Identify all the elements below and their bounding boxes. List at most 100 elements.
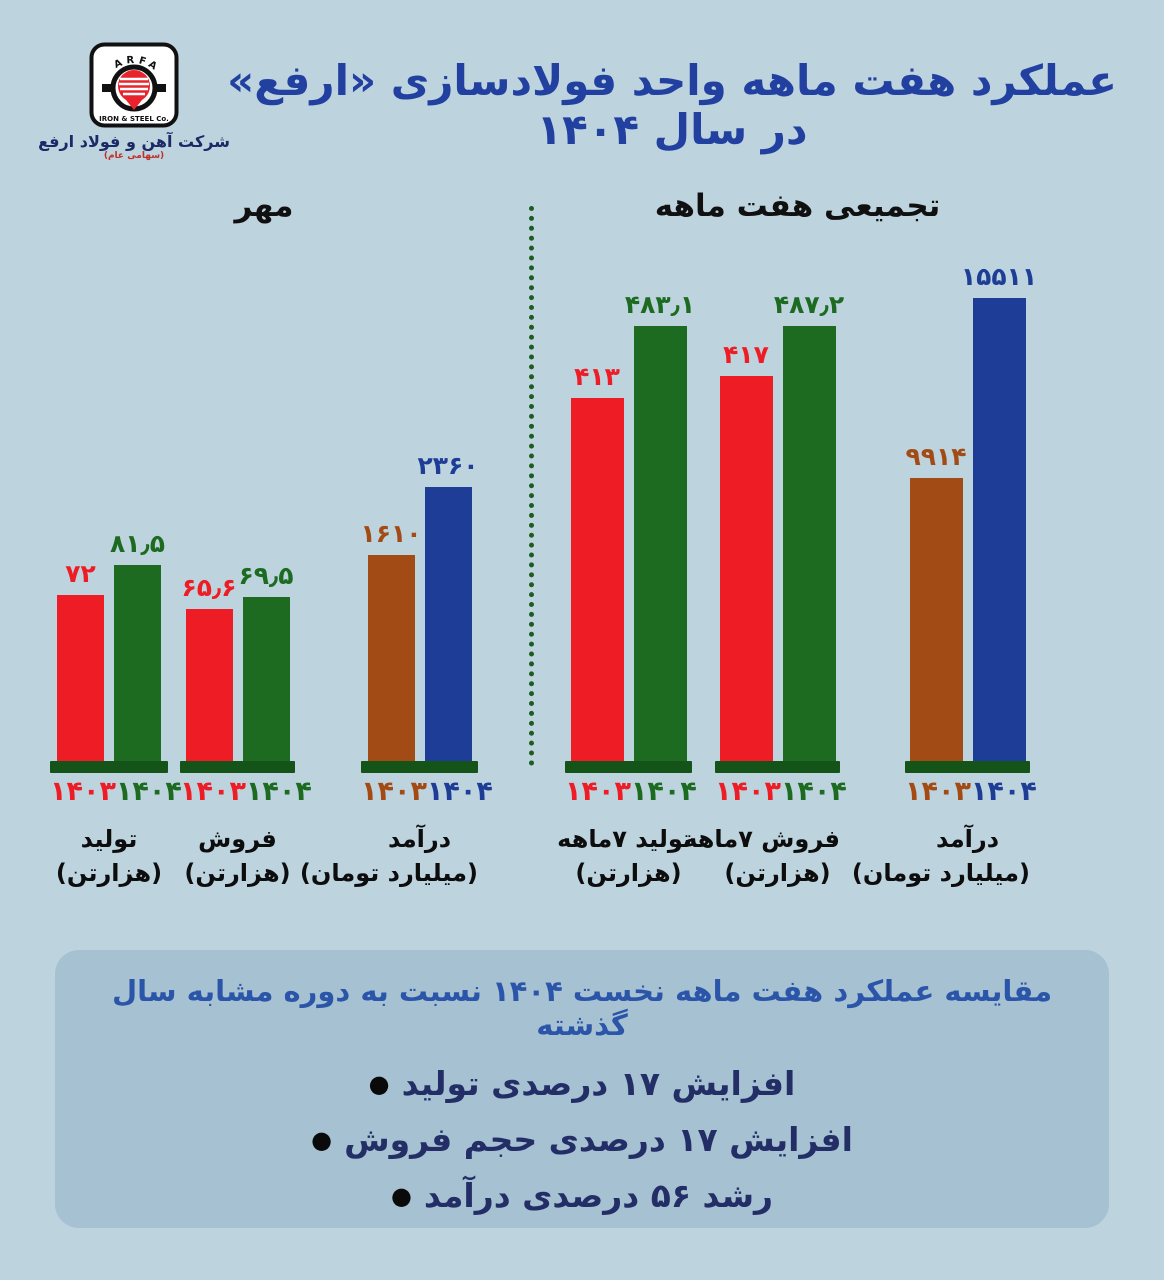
year-label-۱۴۰۳: ۱۴۰۳	[905, 776, 971, 807]
bar-۱۴۰۳	[719, 376, 773, 761]
bar-value-label: ۴۱۷	[723, 340, 769, 369]
arfa-logo-icon: ARFA IRON & STEEL Co.	[89, 42, 179, 128]
section-divider	[529, 206, 534, 766]
section-title-cumulative: تجمیعی هفت ماهه	[654, 188, 941, 224]
year-label-۱۴۰۳: ۱۴۰۳	[361, 776, 427, 807]
bar-column-۱۴۰۳: ۱۶۱۰	[360, 519, 422, 761]
baseline-pedestal	[905, 761, 1030, 773]
category-unit: (میلیارد تومان)	[299, 858, 478, 887]
summary-bullet-revenue: ● رشد ۵۶ درصدی درآمد	[55, 1176, 1109, 1215]
bar-۱۴۰۳	[185, 609, 233, 761]
bar-۱۴۰۴	[242, 597, 290, 761]
bar-value-label: ۶۵٫۶	[181, 573, 237, 602]
bar-column-۱۴۰۳: ۹۹۱۴	[905, 442, 967, 761]
year-label-۱۴۰۴: ۱۴۰۴	[630, 776, 697, 807]
category-label: درآمد (میلیارد تومان)	[300, 823, 478, 890]
bar-۱۴۰۳	[570, 398, 624, 761]
year-labels: ۱۴۰۳ ۱۴۰۴	[715, 776, 847, 807]
category-unit: (هزارتن)	[575, 858, 682, 887]
summary-bullet-production: ● افزایش ۱۷ درصدی تولید	[55, 1064, 1109, 1103]
bar-value-label: ۱۵۵۱۱	[960, 262, 1038, 291]
baseline-pedestal	[50, 761, 168, 773]
bar-column-۱۴۰۳: ۴۱۳	[570, 362, 624, 761]
bar-column-۱۴۰۴: ۴۸۳٫۱	[625, 290, 695, 761]
category-name: فروش	[198, 825, 277, 853]
baseline-pedestal	[565, 761, 692, 773]
bar-value-label: ۲۳۶۰	[417, 451, 479, 480]
bar-۱۴۰۳	[367, 555, 415, 761]
bar-column-۱۴۰۴: ۱۵۵۱۱	[961, 262, 1037, 761]
bar-۱۴۰۳	[57, 595, 104, 761]
bars-area: ۶۵٫۶ ۶۹٫۵	[180, 240, 295, 761]
bars-area: ۴۱۷ ۴۸۷٫۲	[715, 240, 844, 761]
bar-value-label: ۴۱۳	[574, 362, 620, 391]
category-name: فروش ۷ماهه	[683, 825, 840, 853]
year-label-۱۴۰۳: ۱۴۰۳	[180, 776, 246, 807]
bars-area: ۷۲ ۸۱٫۵	[50, 240, 168, 761]
year-labels: ۱۴۰۳ ۱۴۰۴	[180, 776, 312, 807]
bullet-text: افزایش ۱۷ درصدی حجم فروش	[344, 1120, 853, 1159]
bar-group-cum-production: ۴۱۳ ۴۸۳٫۱ ۱۴۰۳ ۱۴۰۴ تولید ۷ماهه (هزارتن)	[557, 240, 697, 890]
category-name: درآمد	[387, 825, 452, 853]
bar-column-۱۴۰۴: ۲۳۶۰	[417, 451, 479, 761]
company-logo-block: ARFA IRON & STEEL Co. شرکت آهن و فولاد ا…	[34, 42, 234, 161]
bar-۱۴۰۴	[782, 326, 836, 761]
category-name: تولید	[80, 825, 138, 853]
bar-value-label: ۴۸۳٫۱	[624, 290, 696, 319]
category-unit: (میلیارد تومان)	[851, 858, 1030, 887]
bullet-dot-icon: ●	[311, 1125, 333, 1154]
year-label-۱۴۰۴: ۱۴۰۴	[426, 776, 493, 807]
bar-column-۱۴۰۴: ۶۹٫۵	[238, 561, 294, 761]
company-name: شرکت آهن و فولاد ارفع	[38, 132, 230, 151]
year-label-۱۴۰۴: ۱۴۰۴	[970, 776, 1037, 807]
category-name: درآمد	[935, 825, 1000, 853]
year-label-۱۴۰۴: ۱۴۰۴	[245, 776, 312, 807]
category-unit: (هزارتن)	[55, 858, 163, 887]
year-label-۱۴۰۳: ۱۴۰۳	[715, 776, 781, 807]
summary-bullet-sales: ● افزایش ۱۷ درصدی حجم فروش	[55, 1120, 1109, 1159]
category-label: فروش (هزارتن)	[180, 823, 295, 890]
page-title: عملکرد هفت ماهه واحد فولادسازی «ارفع» در…	[227, 56, 1117, 154]
bar-value-label: ۱۶۱۰	[360, 519, 422, 548]
year-labels: ۱۴۰۳ ۱۴۰۴	[361, 776, 493, 807]
bar-group-mehr-production: ۷۲ ۸۱٫۵ ۱۴۰۳ ۱۴۰۴ تولید (هزارتن)	[50, 240, 182, 890]
bar-group-cum-revenue: ۹۹۱۴ ۱۵۵۱۱ ۱۴۰۳ ۱۴۰۴ درآمد (میلیارد تومان)	[852, 240, 1037, 890]
bar-۱۴۰۴	[633, 326, 687, 761]
bar-group-mehr-revenue: ۱۶۱۰ ۲۳۶۰ ۱۴۰۳ ۱۴۰۴ درآمد (میلیارد تومان)	[300, 240, 493, 890]
year-labels: ۱۴۰۳ ۱۴۰۴	[565, 776, 697, 807]
year-label-۱۴۰۴: ۱۴۰۴	[115, 776, 182, 807]
baseline-pedestal	[715, 761, 840, 773]
bar-value-label: ۹۹۱۴	[905, 442, 967, 471]
bar-value-label: ۸۱٫۵	[109, 529, 166, 558]
year-label-۱۴۰۳: ۱۴۰۳	[565, 776, 631, 807]
category-name: تولید ۷ماهه	[557, 825, 692, 853]
category-label: فروش ۷ماهه (هزارتن)	[683, 823, 840, 890]
bar-column-۱۴۰۳: ۴۱۷	[719, 340, 773, 761]
category-label: درآمد (میلیارد تومان)	[852, 823, 1030, 890]
bullet-dot-icon: ●	[390, 1181, 412, 1210]
summary-bullet-list: ● افزایش ۱۷ درصدی تولید ● افزایش ۱۷ درصد…	[55, 1064, 1109, 1215]
year-label-۱۴۰۴: ۱۴۰۴	[780, 776, 847, 807]
bar-value-label: ۷۲	[65, 559, 96, 588]
bar-column-۱۴۰۴: ۸۱٫۵	[110, 529, 165, 761]
bars-area: ۹۹۱۴ ۱۵۵۱۱	[905, 240, 1037, 761]
year-labels: ۱۴۰۳ ۱۴۰۴	[905, 776, 1037, 807]
year-label-۱۴۰۳: ۱۴۰۳	[50, 776, 116, 807]
bars-area: ۱۶۱۰ ۲۳۶۰	[360, 240, 479, 761]
logo-subtitle-text: IRON & STEEL Co.	[99, 115, 169, 123]
bar-۱۴۰۳	[909, 478, 963, 761]
category-unit: (هزارتن)	[724, 858, 831, 887]
baseline-pedestal	[180, 761, 295, 773]
summary-box: مقایسه عملکرد هفت ماهه نخست ۱۴۰۴ نسبت به…	[55, 950, 1109, 1228]
bullet-dot-icon: ●	[368, 1069, 390, 1098]
company-type: (سهامی عام)	[103, 151, 165, 161]
category-unit: (هزارتن)	[184, 858, 291, 887]
category-label: تولید (هزارتن)	[50, 823, 168, 890]
bar-column-۱۴۰۳: ۷۲	[57, 559, 104, 761]
section-title-mehr: مهر	[234, 188, 294, 224]
category-label: تولید ۷ماهه (هزارتن)	[557, 823, 692, 890]
bullet-text: رشد ۵۶ درصدی درآمد	[423, 1176, 774, 1215]
year-labels: ۱۴۰۳ ۱۴۰۴	[50, 776, 182, 807]
bar-۱۴۰۴	[424, 487, 472, 761]
